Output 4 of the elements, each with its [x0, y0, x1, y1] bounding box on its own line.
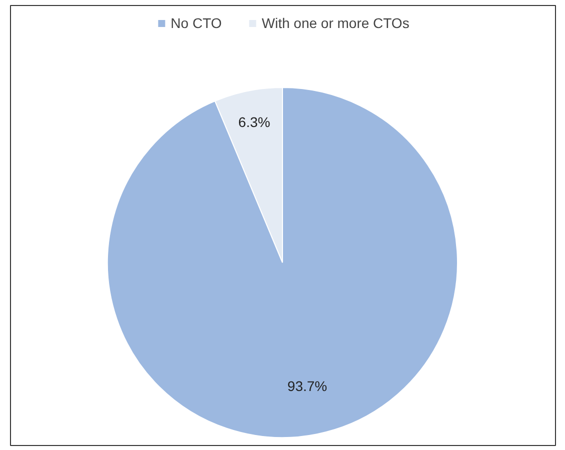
- data-label: 6.3%: [238, 114, 270, 130]
- data-label: 93.7%: [287, 378, 328, 394]
- legend-label: No CTO: [170, 15, 222, 31]
- legend-label: With one or more CTOs: [262, 15, 410, 31]
